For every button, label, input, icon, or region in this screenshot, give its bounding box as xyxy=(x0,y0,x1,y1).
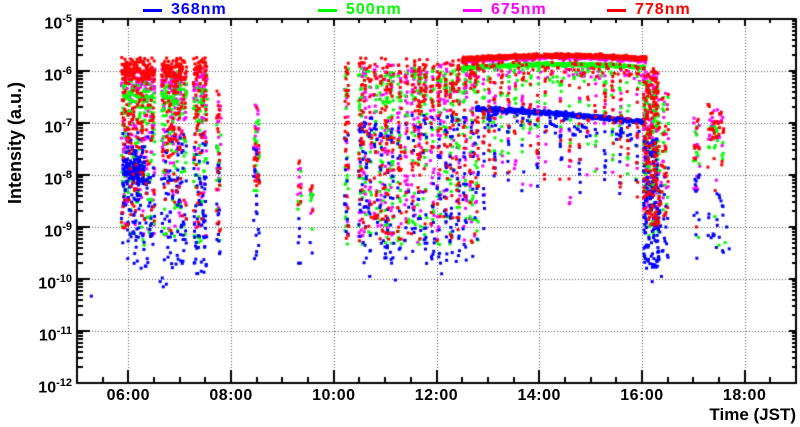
x-tick-label: 18:00 xyxy=(722,387,767,404)
legend-item-368nm: 368nm xyxy=(143,0,253,20)
y-tick-label: 10-5 xyxy=(44,13,72,33)
x-tick-label: 12:00 xyxy=(414,387,459,404)
legend-item-500nm: 500nm xyxy=(318,0,428,20)
legend-item-675nm: 675nm xyxy=(463,0,573,20)
x-tick-label: 16:00 xyxy=(620,387,664,404)
legend: 368nm 500nm 675nm 778nm xyxy=(0,0,800,20)
legend-line-marker xyxy=(607,9,626,12)
legend-line-marker xyxy=(143,9,162,12)
y-tick-label: 10-9 xyxy=(44,221,72,241)
legend-label: 778nm xyxy=(635,1,691,18)
x-tick-label: 08:00 xyxy=(209,387,253,404)
y-tick-label: 10-11 xyxy=(38,325,72,345)
legend-label: 500nm xyxy=(346,1,402,18)
y-tick-label: 10-7 xyxy=(44,117,72,137)
legend-label: 675nm xyxy=(491,1,547,18)
legend-item-778nm: 778nm xyxy=(607,0,717,20)
x-axis-title: Time (JST) xyxy=(709,405,796,424)
x-tick-label: 10:00 xyxy=(312,387,356,404)
x-tick-label: 06:00 xyxy=(106,387,151,404)
legend-line-marker xyxy=(463,9,482,12)
y-tick-label: 10-10 xyxy=(38,273,72,293)
y-tick-label: 10-8 xyxy=(44,169,72,189)
legend-line-marker xyxy=(318,9,337,12)
legend-label: 368nm xyxy=(171,1,227,18)
x-tick-label: 14:00 xyxy=(517,387,561,404)
y-tick-label: 10-6 xyxy=(44,65,72,85)
y-axis-title: Intensity (a.u.) xyxy=(5,81,25,204)
y-tick-label: 10-12 xyxy=(38,377,72,397)
